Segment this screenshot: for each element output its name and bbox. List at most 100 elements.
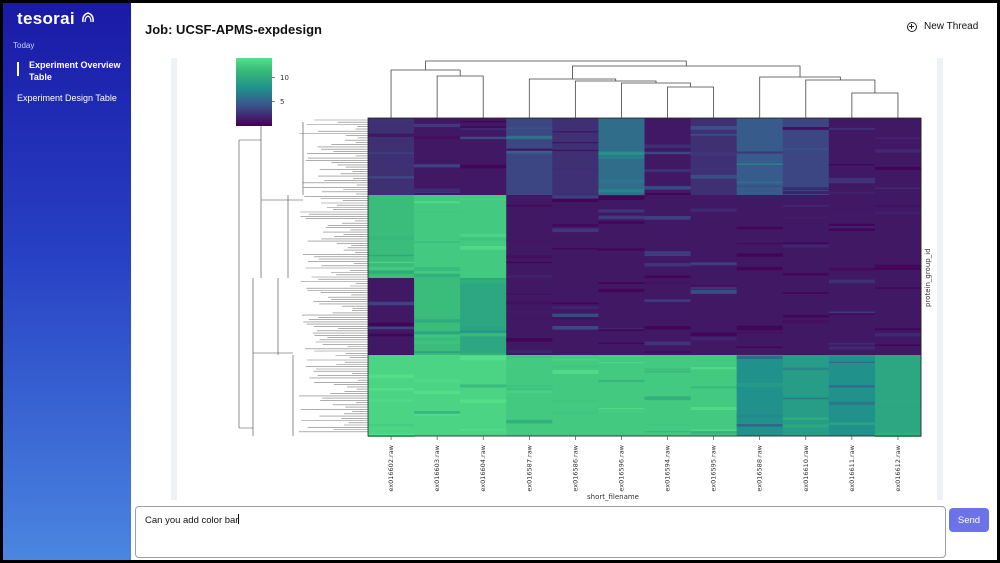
row-branch-connector [239, 139, 303, 429]
heatmap-stripe [690, 174, 738, 179]
heatmap-stripe [644, 396, 691, 400]
heatmap-cell [598, 195, 645, 279]
heatmap-stripe [460, 384, 507, 388]
heatmap-stripe [874, 333, 922, 337]
heatmap-stripe [828, 207, 876, 210]
new-thread-label: New Thread [924, 21, 979, 32]
column-dendrogram [390, 60, 899, 118]
heatmap-stripe [414, 211, 461, 213]
heatmap-stripe [782, 190, 830, 195]
heatmap-stripe [414, 411, 461, 414]
heatmap-stripe [460, 233, 507, 238]
heatmap-stripe [460, 399, 507, 403]
heatmap-stripe [644, 193, 691, 196]
heatmap-stripe [828, 180, 876, 184]
heatmap-stripe [598, 355, 645, 358]
heatmap-stripe [782, 244, 830, 248]
heatmap-stripe [782, 292, 830, 296]
send-button[interactable]: Send [949, 508, 989, 532]
heatmap-stripe [368, 399, 415, 402]
heatmap-stripe [506, 350, 553, 353]
figure-scroll-edge-left [171, 58, 177, 500]
heatmap-stripe [460, 355, 507, 360]
heatmap-stripe [828, 127, 876, 130]
new-thread-button[interactable]: New Thread [907, 21, 978, 32]
heatmap-stripe [368, 326, 415, 330]
sidebar-item-experiment-overview[interactable]: Experiment Overview Table [29, 60, 121, 82]
dendrogram-link [574, 80, 657, 118]
heatmap-stripe [552, 167, 599, 171]
heatmap-stripe [414, 379, 461, 383]
heatmap-stripe [736, 239, 784, 243]
heatmap-stripe [506, 261, 553, 264]
heatmap-stripe [690, 262, 738, 266]
heatmap-stripe [874, 403, 922, 406]
heatmap-stripe [644, 299, 691, 302]
heatmap-stripe [828, 279, 876, 284]
heatmap-stripe [506, 150, 553, 154]
x-tick-label: ex016612.raw [894, 444, 902, 491]
heatmap-stripe [644, 280, 691, 285]
heatmap-stripe [828, 342, 876, 345]
heatmap-stripe [460, 330, 507, 334]
heatmap-stripe [460, 245, 507, 250]
heatmap-stripe [782, 216, 830, 219]
heatmap-stripe [736, 325, 784, 329]
heatmap-cell [506, 195, 553, 279]
heatmap-stripe [874, 287, 922, 289]
heatmap-stripe [736, 331, 784, 334]
heatmap-stripe [598, 209, 645, 213]
heatmap-stripe [368, 120, 415, 122]
heatmap-stripe [414, 390, 461, 395]
heatmap-stripe [598, 362, 645, 364]
heatmap-stripe [598, 288, 645, 293]
heatmap-cell [644, 355, 691, 437]
heatmap-stripe [414, 331, 461, 335]
x-tick-label: ex016610.raw [802, 444, 810, 491]
heatmap-stripe [598, 327, 645, 331]
heatmap-stripe [690, 208, 738, 213]
heatmap-stripe [506, 148, 553, 151]
heatmap-stripe [690, 152, 738, 156]
dendrogram-link [528, 78, 617, 118]
heatmap-stripe [506, 255, 553, 259]
heatmap-stripe [690, 286, 738, 290]
heatmap-cell [598, 355, 645, 437]
heatmap-stripe [552, 316, 599, 320]
heatmap-stripe [828, 164, 876, 166]
heatmap-stripe [598, 282, 645, 284]
heatmap-stripe [736, 328, 784, 331]
heatmap-stripe [460, 326, 507, 330]
heatmap-stripe [506, 205, 553, 207]
chat-input-value[interactable]: Can you add color bar [145, 514, 240, 526]
heatmap-stripe [828, 177, 876, 181]
heatmap-stripe [414, 412, 461, 416]
colorbar [236, 58, 272, 126]
heatmap-stripe [552, 411, 599, 414]
dendrogram-link [390, 69, 461, 118]
heatmap-stripe [552, 370, 599, 374]
x-axis-label: short_filename [587, 493, 639, 501]
heatmap-stripe [414, 136, 461, 140]
row-dendrogram [238, 119, 368, 436]
heatmap-stripe [506, 240, 553, 243]
heatmap-stripe [552, 325, 599, 330]
chat-input[interactable] [135, 506, 946, 558]
heatmap-stripe [828, 223, 876, 227]
heatmap-stripe [414, 273, 461, 278]
heatmap-stripe [598, 408, 645, 410]
dendrogram-link [667, 86, 715, 118]
heatmap-cell [644, 118, 691, 196]
heatmap-stripe [874, 393, 922, 396]
heatmap-stripe [782, 367, 830, 371]
heatmap-stripe [552, 358, 599, 361]
heatmap-stripe [460, 120, 507, 123]
heatmap-stripe [506, 338, 553, 342]
heatmap-stripe [736, 424, 784, 427]
heatmap-stripe [736, 181, 784, 184]
heatmap-stripe [598, 151, 645, 156]
sidebar-item-experiment-design[interactable]: Experiment Design Table [17, 93, 117, 103]
heatmap-cell [782, 118, 830, 196]
heatmap-stripe [736, 226, 784, 230]
heatmap-stripe [736, 185, 784, 187]
